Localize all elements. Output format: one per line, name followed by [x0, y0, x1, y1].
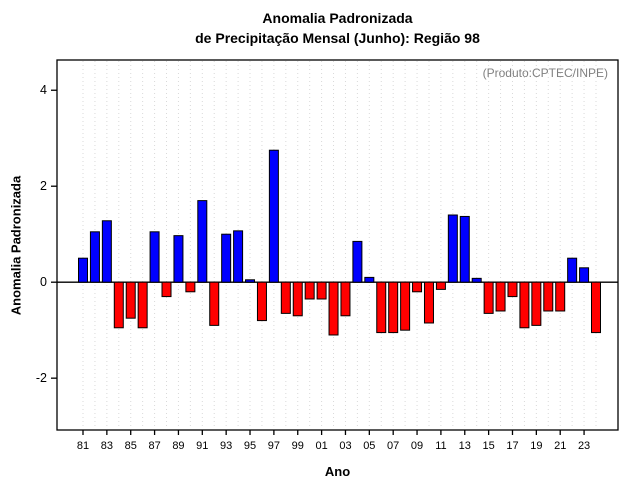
x-tick-label: 83	[101, 440, 113, 452]
bar-negative	[316, 281, 327, 300]
bar-positive	[89, 231, 100, 283]
x-tick-label: 91	[196, 440, 208, 452]
x-tick-label: 87	[148, 440, 160, 452]
x-tick-label: 95	[244, 440, 256, 452]
chart-title: Anomalia Padronizada de Precipitação Men…	[57, 8, 618, 49]
x-tick-label: 89	[172, 440, 184, 452]
bar-negative	[256, 281, 267, 322]
source-annotation: (Produto:CPTEC/INPE)	[482, 66, 608, 80]
y-tick-label: 2	[40, 179, 47, 193]
bar-negative	[507, 281, 518, 298]
x-tick-label: 07	[387, 440, 399, 452]
bar-negative	[340, 281, 351, 317]
bar-negative	[125, 281, 136, 319]
bar-positive	[364, 276, 375, 283]
bar-negative	[412, 281, 423, 293]
bar-positive	[173, 235, 184, 283]
bar-negative	[137, 281, 148, 329]
x-tick-label: 03	[339, 440, 351, 452]
bar-negative	[292, 281, 303, 317]
bar-negative	[400, 281, 411, 331]
bar-positive	[78, 257, 88, 283]
bar-negative	[543, 281, 554, 312]
x-tick-label: 01	[315, 440, 327, 452]
bar-positive	[471, 277, 482, 283]
bar-positive	[447, 214, 458, 283]
y-tick-label: 0	[40, 275, 47, 289]
x-tick-label: 23	[578, 440, 590, 452]
bar-negative	[376, 281, 387, 334]
y-axis-title: Anomalia Padronizada	[8, 175, 24, 316]
x-tick-label: 13	[459, 440, 471, 452]
plot-box	[56, 59, 619, 431]
bar-negative	[328, 281, 339, 336]
bar-negative	[483, 281, 494, 314]
x-tick-label: 15	[483, 440, 495, 452]
bar-negative	[531, 281, 542, 326]
bar-positive	[245, 279, 256, 283]
bar-negative	[161, 281, 172, 298]
x-tick-label: 19	[530, 440, 542, 452]
bar-positive	[197, 200, 208, 283]
x-tick-label: 09	[411, 440, 423, 452]
bar-positive	[459, 215, 470, 283]
x-axis-title: Ano	[324, 464, 351, 479]
x-tick-label: 21	[554, 440, 566, 452]
x-tick-label: 97	[268, 440, 280, 452]
bar-negative	[555, 281, 566, 312]
bar-positive	[268, 149, 279, 283]
bar-positive	[149, 231, 160, 283]
x-tick-label: 93	[220, 440, 232, 452]
bar-negative	[388, 281, 399, 334]
y-tick-label: -2	[36, 371, 47, 385]
bar-positive	[579, 267, 590, 283]
bar-negative	[591, 281, 601, 334]
bar-negative	[435, 281, 446, 290]
bar-negative	[185, 281, 196, 293]
bar-negative	[113, 281, 124, 329]
bar-positive	[101, 220, 112, 283]
bar-negative	[304, 281, 315, 300]
x-tick-label: 17	[506, 440, 518, 452]
x-tick-label: 11	[435, 440, 446, 452]
bar-negative	[423, 281, 434, 324]
bar-positive	[221, 233, 232, 283]
y-tick-label: 4	[40, 83, 47, 97]
x-tick-label: 99	[292, 440, 304, 452]
chart-title-line1: Anomalia Padronizada	[262, 10, 413, 26]
chart-title-line2: de Precipitação Mensal (Junho): Região 9…	[195, 30, 480, 47]
x-tick-label: 85	[125, 440, 137, 452]
bar-negative	[209, 281, 220, 326]
bar-negative	[519, 281, 530, 329]
x-tick-label: 05	[363, 440, 375, 452]
bar-positive	[567, 257, 578, 283]
bar-positive	[233, 230, 244, 283]
bar-positive	[352, 240, 363, 283]
bar-negative	[495, 281, 506, 312]
x-tick-label: 81	[77, 440, 89, 452]
bar-negative	[280, 281, 291, 314]
